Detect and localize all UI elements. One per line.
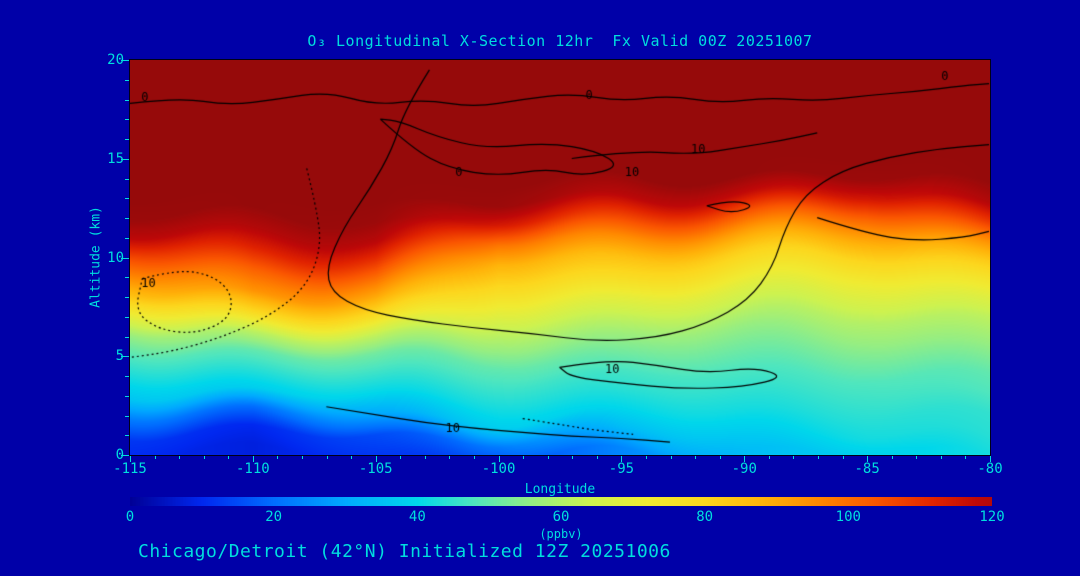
y-axis-tick bbox=[125, 218, 129, 219]
y-axis-tick bbox=[121, 158, 129, 160]
colorbar-tick-label: 60 bbox=[552, 509, 570, 525]
x-axis-tick bbox=[965, 456, 967, 459]
x-tick-label: -110 bbox=[235, 461, 270, 477]
y-tick-label: 15 bbox=[107, 150, 124, 167]
y-tick-label: 5 bbox=[115, 348, 124, 365]
y-axis-tick bbox=[125, 237, 129, 239]
x-axis-tick bbox=[498, 456, 500, 462]
y-axis-tick bbox=[125, 395, 129, 397]
colorbar-tick-label: 100 bbox=[835, 509, 861, 525]
y-axis-tick bbox=[125, 139, 129, 140]
colorbar bbox=[130, 497, 992, 506]
x-axis-tick bbox=[818, 456, 819, 459]
y-axis-tick bbox=[125, 277, 129, 279]
x-tick-label: -85 bbox=[854, 461, 880, 477]
x-axis-tick bbox=[990, 456, 991, 462]
x-axis-tick bbox=[326, 456, 328, 459]
x-axis-tick bbox=[916, 456, 918, 459]
y-axis-tick bbox=[125, 79, 129, 81]
x-axis-tick bbox=[449, 456, 451, 459]
y-tick-label: 0 bbox=[115, 447, 124, 463]
x-tick-label: -115 bbox=[113, 461, 147, 477]
x-axis-tick bbox=[154, 456, 156, 459]
y-axis-tick bbox=[121, 356, 129, 358]
x-axis-tick bbox=[793, 456, 795, 459]
x-axis-tick bbox=[547, 456, 549, 459]
y-tick-label: 10 bbox=[107, 249, 124, 266]
x-axis-tick bbox=[375, 456, 377, 462]
x-axis-tick bbox=[621, 456, 623, 462]
x-axis-tick bbox=[670, 456, 672, 459]
colorbar-tick-label: 0 bbox=[125, 509, 135, 525]
y-axis-tick bbox=[125, 297, 129, 298]
x-axis-tick bbox=[179, 456, 181, 459]
x-axis-tick bbox=[203, 456, 205, 459]
x-axis-tick bbox=[842, 456, 844, 459]
colorbar-tick-label: 80 bbox=[696, 509, 714, 525]
x-tick-label: -95 bbox=[608, 461, 635, 477]
x-tick-label: -105 bbox=[358, 461, 393, 477]
y-axis-tick bbox=[121, 257, 129, 259]
x-tick-label: -80 bbox=[977, 461, 1003, 477]
x-axis-label: Longitude bbox=[524, 482, 596, 497]
x-axis-tick bbox=[228, 456, 230, 459]
y-axis-tick bbox=[125, 336, 129, 338]
x-axis-tick bbox=[744, 456, 746, 462]
x-axis-tick bbox=[768, 456, 770, 459]
y-tick-label: 20 bbox=[107, 52, 124, 68]
x-axis-tick bbox=[252, 456, 254, 462]
x-tick-label: -90 bbox=[731, 461, 757, 477]
colorbar-tick-label: 120 bbox=[979, 509, 1005, 525]
x-axis-tick bbox=[646, 456, 647, 459]
y-axis-tick bbox=[121, 455, 129, 456]
x-axis-tick bbox=[867, 456, 869, 462]
caption: Chicago/Detroit (42°N) Initialized 12Z 2… bbox=[138, 541, 671, 562]
colorbar-tick-label: 20 bbox=[265, 509, 283, 525]
x-axis-tick bbox=[572, 456, 574, 459]
x-axis-tick bbox=[940, 456, 942, 459]
x-axis-tick bbox=[130, 456, 131, 462]
y-axis-tick bbox=[125, 99, 129, 101]
x-axis-tick bbox=[277, 456, 279, 459]
y-axis-tick bbox=[121, 60, 129, 61]
y-axis-tick bbox=[125, 198, 129, 200]
x-axis-tick bbox=[596, 456, 598, 459]
x-axis-tick bbox=[424, 456, 426, 459]
x-axis-tick bbox=[302, 456, 303, 459]
contour-plot-canvas bbox=[130, 60, 990, 455]
x-axis-tick bbox=[523, 456, 525, 459]
y-axis-tick bbox=[125, 415, 129, 417]
colorbar-tick-label: 40 bbox=[408, 509, 426, 525]
x-axis-tick bbox=[351, 456, 353, 459]
x-axis-tick bbox=[719, 456, 721, 459]
colorbar-label: (ppbv) bbox=[539, 527, 583, 541]
x-axis-tick bbox=[474, 456, 475, 459]
y-axis-tick bbox=[125, 178, 129, 180]
x-axis-tick bbox=[400, 456, 402, 459]
x-axis-tick bbox=[695, 456, 697, 459]
x-tick-label: -100 bbox=[481, 461, 516, 477]
y-axis-tick bbox=[125, 119, 129, 121]
y-axis-tick bbox=[125, 376, 129, 377]
plot-title: O₃ Longitudinal X-Section 12hr Fx Valid … bbox=[307, 32, 813, 50]
y-axis-tick bbox=[125, 316, 129, 318]
x-axis-tick bbox=[891, 456, 893, 459]
y-axis-tick bbox=[125, 435, 129, 437]
